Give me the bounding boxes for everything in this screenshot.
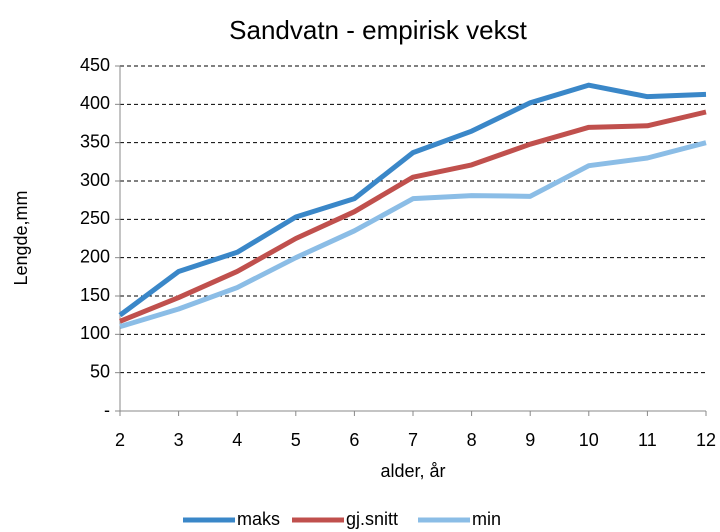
- y-axis-label: Lengde,mm: [11, 190, 31, 285]
- legend-label: maks: [237, 509, 280, 529]
- y-tick-label: 400: [80, 93, 110, 113]
- y-tick-label: 50: [90, 361, 110, 381]
- y-tick-label: 100: [80, 323, 110, 343]
- x-tick-label: 2: [115, 430, 125, 450]
- x-tick-label: 11: [638, 430, 657, 450]
- x-tick-label: 4: [232, 430, 242, 450]
- y-tick-label: -: [104, 400, 110, 420]
- data-line: [119, 109, 707, 324]
- y-tick-label: 450: [80, 55, 110, 75]
- legend-label: gj.snitt: [346, 509, 398, 529]
- x-tick-label: 12: [696, 430, 716, 450]
- x-tick-label: 7: [408, 430, 418, 450]
- legend-label: min: [472, 509, 501, 529]
- y-tick-label: 250: [80, 208, 110, 228]
- data-line: [119, 140, 707, 330]
- y-tick-label: 350: [80, 131, 110, 151]
- y-tick-label: 200: [80, 246, 110, 266]
- y-tick-label: 150: [80, 285, 110, 305]
- x-tick-label: 6: [349, 430, 359, 450]
- x-tick-label: 8: [467, 430, 477, 450]
- x-tick-label: 10: [579, 430, 599, 450]
- chart-title: Sandvatn - empirisk vekst: [229, 15, 527, 45]
- x-tick-label: 5: [291, 430, 301, 450]
- data-line: [118, 82, 707, 318]
- x-tick-label: 3: [174, 430, 184, 450]
- x-axis-label: alder, år: [380, 461, 445, 481]
- x-tick-label: 9: [525, 430, 535, 450]
- y-tick-label: 300: [80, 170, 110, 190]
